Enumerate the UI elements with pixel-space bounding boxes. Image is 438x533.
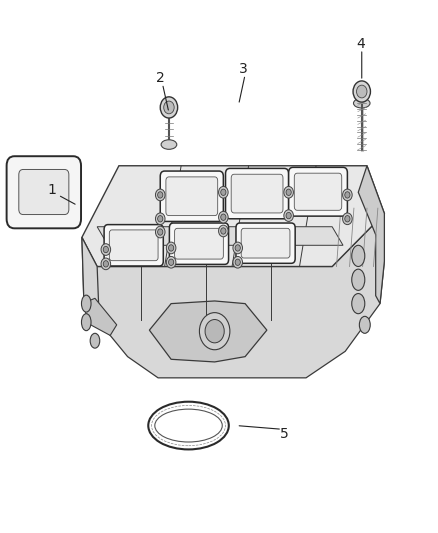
- Circle shape: [155, 189, 165, 201]
- FancyBboxPatch shape: [175, 228, 223, 259]
- Circle shape: [166, 242, 176, 254]
- Circle shape: [155, 226, 165, 238]
- Circle shape: [166, 256, 176, 268]
- Circle shape: [155, 213, 165, 224]
- Ellipse shape: [353, 99, 370, 108]
- Ellipse shape: [359, 317, 370, 333]
- Circle shape: [343, 189, 352, 201]
- Circle shape: [101, 258, 111, 270]
- Ellipse shape: [352, 269, 365, 290]
- FancyBboxPatch shape: [7, 156, 81, 228]
- FancyBboxPatch shape: [289, 167, 347, 216]
- Circle shape: [235, 245, 240, 251]
- Text: 5: 5: [280, 426, 289, 440]
- Circle shape: [164, 101, 174, 114]
- Ellipse shape: [161, 140, 177, 149]
- Polygon shape: [82, 237, 99, 322]
- Ellipse shape: [90, 333, 100, 348]
- Ellipse shape: [81, 314, 91, 330]
- FancyBboxPatch shape: [226, 168, 289, 219]
- Circle shape: [235, 259, 240, 265]
- Circle shape: [158, 229, 163, 235]
- Circle shape: [221, 214, 226, 220]
- Polygon shape: [82, 166, 385, 266]
- Ellipse shape: [81, 295, 91, 312]
- FancyBboxPatch shape: [170, 223, 229, 264]
- Circle shape: [169, 245, 174, 251]
- Circle shape: [233, 242, 243, 254]
- Circle shape: [205, 319, 224, 343]
- FancyBboxPatch shape: [104, 224, 163, 266]
- Circle shape: [158, 192, 163, 198]
- Circle shape: [286, 189, 291, 196]
- Polygon shape: [82, 214, 385, 378]
- Circle shape: [219, 187, 228, 198]
- Text: 1: 1: [47, 183, 56, 197]
- Text: 4: 4: [356, 37, 365, 51]
- FancyBboxPatch shape: [231, 174, 283, 213]
- Ellipse shape: [352, 245, 365, 266]
- Circle shape: [353, 81, 371, 102]
- Polygon shape: [358, 166, 385, 304]
- Circle shape: [221, 189, 226, 196]
- Circle shape: [233, 256, 243, 268]
- Circle shape: [357, 85, 367, 98]
- FancyBboxPatch shape: [166, 177, 218, 216]
- FancyBboxPatch shape: [294, 173, 342, 211]
- Circle shape: [219, 212, 228, 223]
- Circle shape: [345, 192, 350, 198]
- Circle shape: [343, 213, 352, 224]
- Circle shape: [101, 244, 111, 255]
- Circle shape: [103, 246, 109, 253]
- Circle shape: [199, 313, 230, 350]
- Circle shape: [345, 216, 350, 222]
- FancyBboxPatch shape: [19, 169, 69, 215]
- Circle shape: [284, 210, 293, 221]
- Circle shape: [160, 97, 178, 118]
- Circle shape: [169, 259, 174, 265]
- Circle shape: [221, 228, 226, 234]
- Polygon shape: [149, 301, 267, 362]
- Text: 3: 3: [239, 62, 247, 76]
- FancyBboxPatch shape: [236, 223, 295, 263]
- Circle shape: [284, 187, 293, 198]
- Circle shape: [219, 225, 228, 237]
- FancyBboxPatch shape: [110, 230, 158, 261]
- Text: 2: 2: [156, 71, 165, 85]
- Circle shape: [103, 261, 109, 267]
- Circle shape: [158, 216, 163, 222]
- FancyBboxPatch shape: [241, 228, 290, 258]
- Ellipse shape: [352, 294, 365, 314]
- Circle shape: [286, 213, 291, 219]
- Polygon shape: [97, 227, 343, 245]
- Polygon shape: [82, 298, 117, 335]
- FancyBboxPatch shape: [160, 171, 223, 221]
